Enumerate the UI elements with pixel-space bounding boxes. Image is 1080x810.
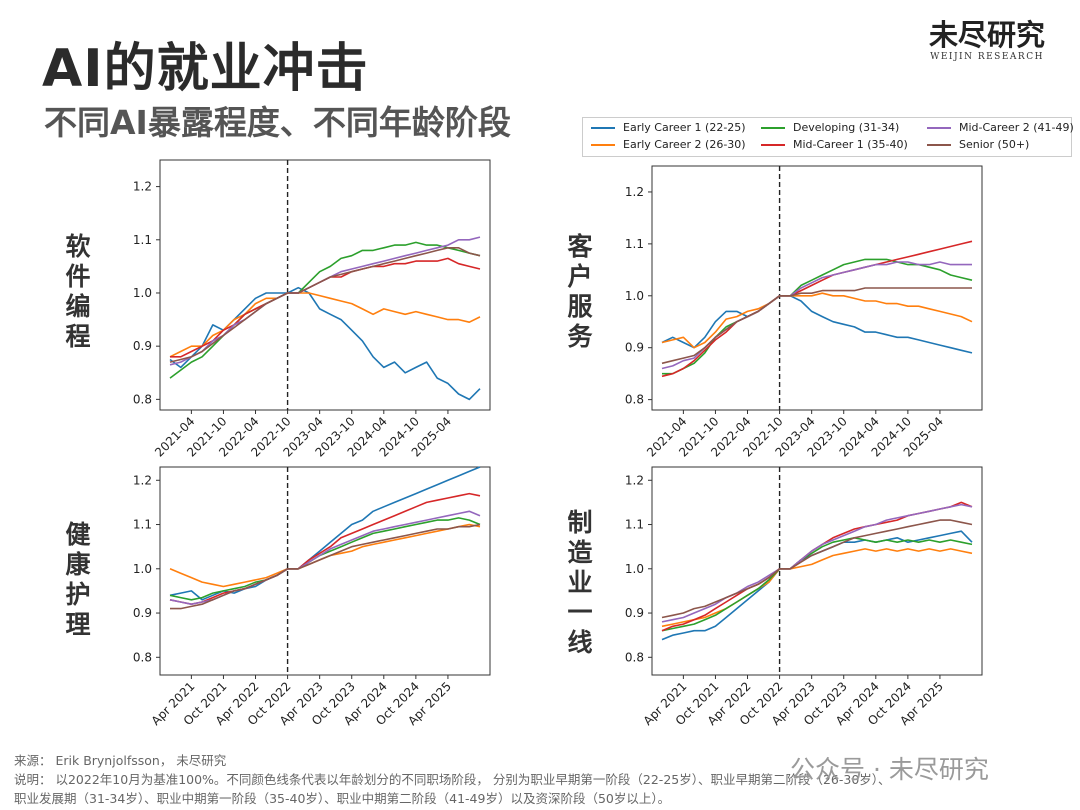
- y-tick-label: 0.8: [133, 392, 152, 406]
- series-line: [169, 492, 481, 606]
- legend-swatch: [591, 127, 615, 129]
- y-tick-label: 0.9: [133, 606, 152, 620]
- y-tick-label: 1.2: [625, 185, 644, 199]
- y-tick-label: 1.2: [133, 180, 152, 194]
- series-line: [661, 548, 973, 628]
- series-line: [170, 523, 481, 610]
- y-tick-label: 1.0: [625, 289, 644, 303]
- source-note: 来源： Erik Brynjolfsson， 未尽研究: [14, 753, 227, 768]
- chart-legend: Early Career 1 (22-25) Developing (31-34…: [582, 117, 1074, 157]
- y-tick-label: 1.2: [133, 473, 152, 487]
- page-title: AI的就业冲击: [42, 39, 369, 99]
- series-line: [661, 294, 973, 354]
- legend-swatch: [927, 144, 951, 146]
- y-tick-label: 1.1: [133, 233, 152, 247]
- legend-label: Developing (31-34): [793, 121, 900, 134]
- y-tick-label: 1.1: [625, 518, 644, 532]
- y-tick-label: 0.9: [625, 606, 644, 620]
- y-tick-label: 1.0: [133, 286, 152, 300]
- charts-canvas: 0.80.91.01.11.22021-042021-102022-042022…: [133, 159, 983, 728]
- panel-label-health: 健康护理: [65, 520, 91, 639]
- description-note: 说明： 以2022年10月为基准100%。不同颜色线条代表以年龄划分的不同职场阶…: [14, 772, 891, 787]
- y-tick-label: 1.2: [625, 473, 644, 487]
- page-subtitle: 不同AI暴露程度、不同年龄阶段: [44, 103, 511, 142]
- logo-english: WEIJIN RESEARCH: [930, 52, 1044, 62]
- series-line: [661, 287, 972, 365]
- legend-label: Mid-Career 2 (41-49): [959, 121, 1074, 134]
- legend-swatch: [591, 144, 615, 146]
- y-tick-label: 1.1: [625, 237, 644, 251]
- watermark: 公众号 · 未尽研究: [790, 755, 989, 784]
- legend-swatch: [927, 127, 951, 129]
- y-tick-label: 0.8: [625, 393, 644, 407]
- y-tick-label: 0.9: [625, 341, 644, 355]
- series-line: [661, 292, 973, 349]
- y-tick-label: 0.8: [133, 650, 152, 664]
- series-line: [169, 247, 481, 363]
- description-note-2: 职业发展期（31-34岁）、职业中期第一阶段（35-40岁）、职业中期第二阶段（…: [14, 791, 671, 806]
- plot-frame: [159, 159, 491, 411]
- legend-swatch: [761, 144, 785, 146]
- panel-label-manufacturing: 制造业一线: [567, 508, 593, 657]
- series-line: [661, 503, 973, 623]
- y-tick-label: 1.0: [133, 562, 152, 576]
- series-line: [169, 286, 481, 401]
- legend-label: Early Career 2 (26-30): [623, 138, 746, 151]
- y-tick-label: 1.1: [133, 518, 152, 532]
- series-line: [661, 536, 973, 632]
- plot-frame: [159, 466, 491, 676]
- series-line: [661, 519, 973, 619]
- logo-chinese: 未尽研究: [928, 18, 1045, 52]
- series-line: [661, 240, 973, 378]
- series-line: [169, 517, 481, 601]
- legend-label: Senior (50+): [959, 138, 1030, 151]
- legend-label: Early Career 1 (22-25): [623, 121, 746, 134]
- panel-label-customer: 客户服务: [567, 232, 593, 351]
- legend-swatch: [761, 127, 785, 129]
- y-tick-label: 0.9: [133, 339, 152, 353]
- legend-label: Mid-Career 1 (35-40): [793, 138, 908, 151]
- brand-logo: 未尽研究 WEIJIN RESEARCH: [922, 18, 1052, 62]
- plot-frame: [651, 466, 983, 676]
- y-tick-label: 0.8: [625, 650, 644, 664]
- y-tick-label: 1.0: [625, 562, 644, 576]
- panel-label-software: 软件编程: [65, 232, 91, 351]
